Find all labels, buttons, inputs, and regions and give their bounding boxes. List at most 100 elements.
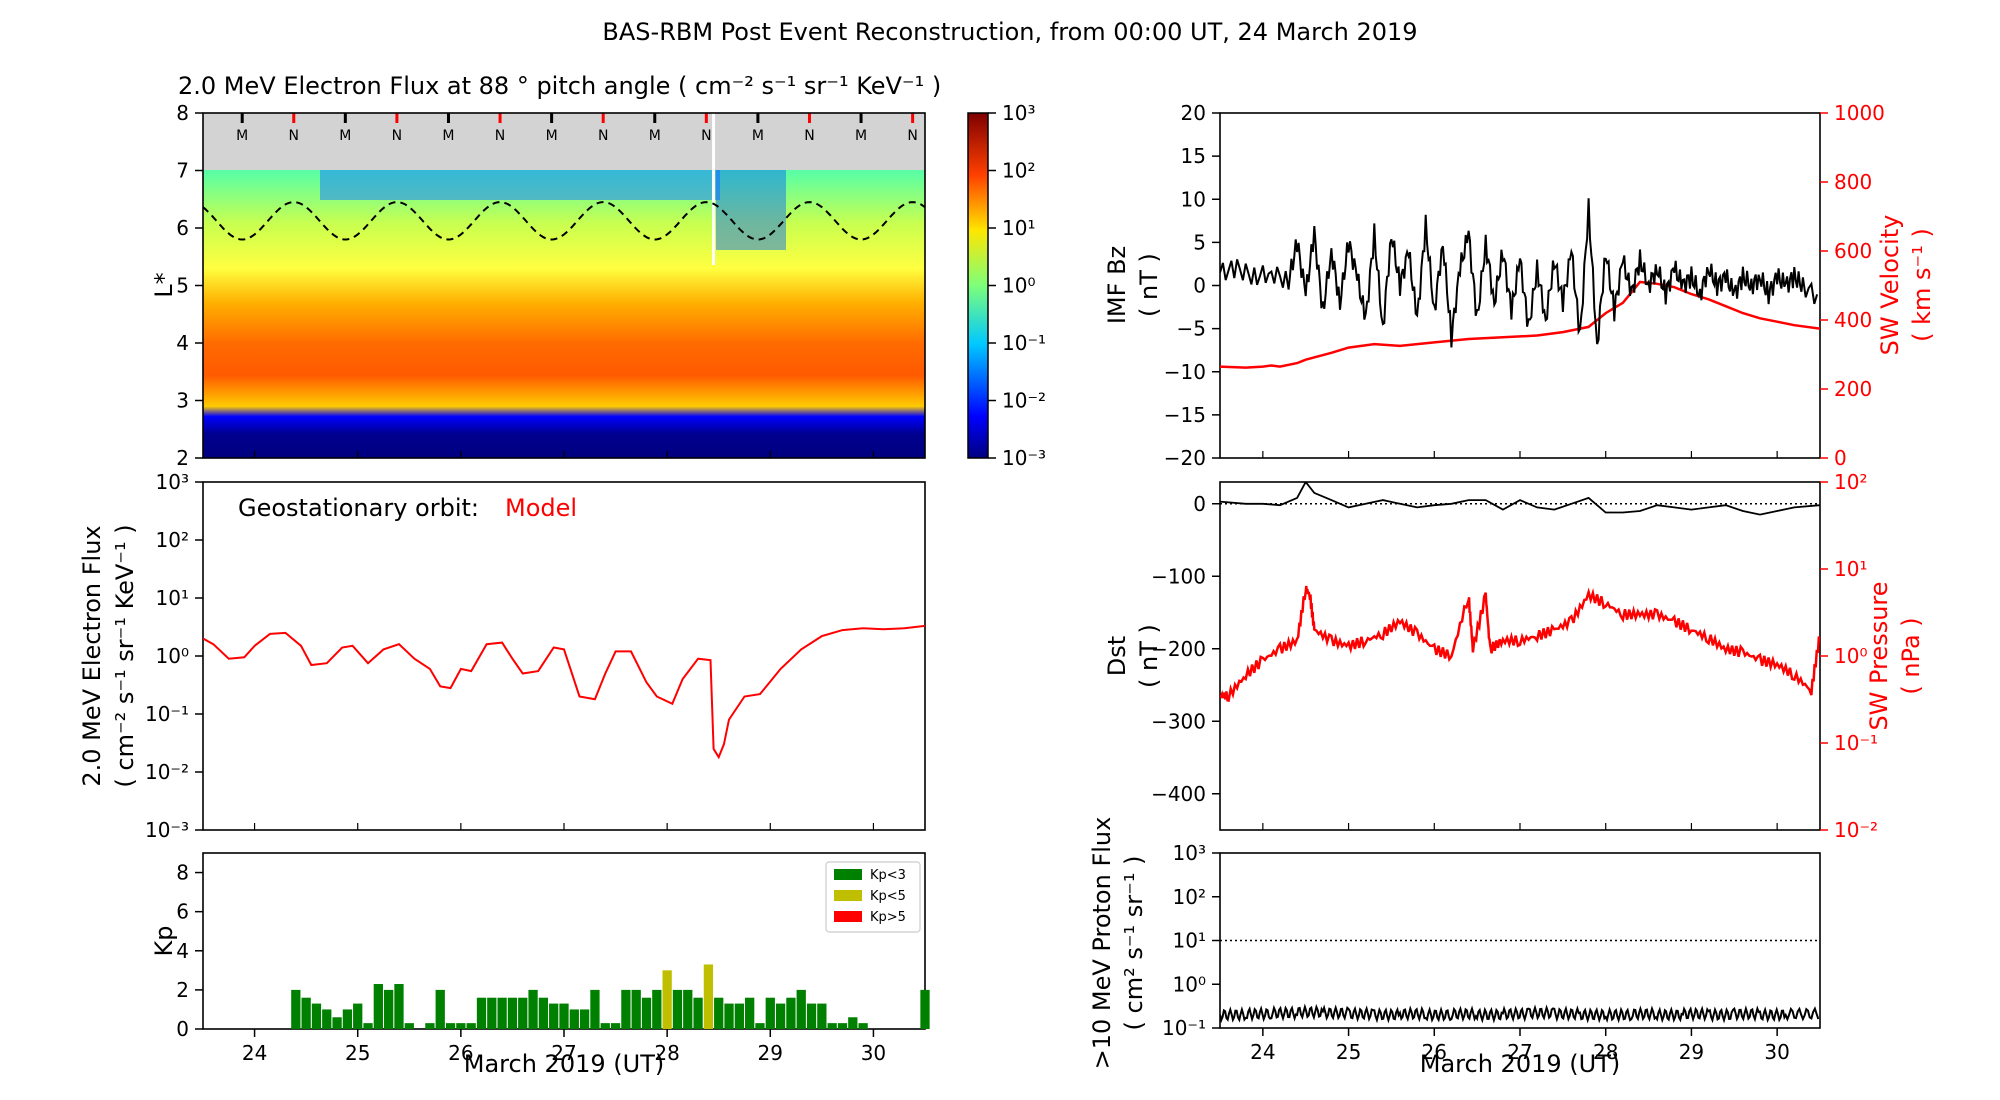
right-xtick-label: 24 (1250, 1040, 1275, 1064)
orbit-marker-label: N (804, 128, 814, 144)
kp-legend-label-gt5: Kp>5 (870, 910, 906, 925)
orbit-marker-label: M (546, 128, 558, 144)
kp-bar (848, 1017, 858, 1029)
geo-flux-y-tick-label: 10⁻¹ (145, 702, 189, 726)
kp-bar (311, 1003, 322, 1029)
spectrogram-y-tick-label: 5 (176, 274, 189, 298)
kp-bar (384, 989, 394, 1029)
kp-bar (827, 1023, 837, 1029)
dst-frame (1219, 481, 1821, 831)
sw-velocity-y-tick-label: 800 (1834, 170, 1872, 194)
kp-y-tick-label: 0 (176, 1017, 189, 1041)
left-xtick-label: 26 (448, 1041, 473, 1065)
kp-bar (291, 989, 301, 1029)
kp-bar (404, 1023, 414, 1029)
imf-y-tick-label: −10 (1164, 360, 1206, 384)
right-xtick-label: 30 (1764, 1040, 1789, 1064)
left-xtick-label: 25 (345, 1041, 370, 1065)
dst-line (1220, 482, 1820, 516)
imf-y-tick-label: −15 (1164, 403, 1206, 427)
proton-y-tick-label: 10⁻¹ (1162, 1016, 1206, 1040)
geo-flux-panel: 10⁻³ 10⁻² 10⁻¹ 10⁰ 10¹ 10² 10³ Geostationary o… (78, 470, 926, 842)
colorbar-tick-label: 10⁻² (1002, 389, 1046, 413)
proton-y-tick-label: 10² (1173, 885, 1206, 909)
proton-flux-line (1220, 1003, 1820, 1024)
kp-bar (373, 984, 383, 1029)
kp-bar (641, 997, 652, 1029)
orbit-marker-label: N (598, 128, 608, 144)
kp-bar (806, 1003, 817, 1029)
geo-flux-annotation: Geostationary orbit: (238, 494, 479, 522)
kp-y-tick-label: 6 (176, 900, 189, 924)
proton-ylabel-line1: >10 MeV Proton Flux (1088, 817, 1116, 1070)
kp-bar (332, 1017, 342, 1029)
imf-y-tick-label: 20 (1181, 101, 1206, 125)
kp-bar (858, 1023, 868, 1029)
geo-flux-y-tick-label: 10⁻² (145, 760, 189, 784)
colorbar (967, 112, 989, 459)
sw-pressure-line (1220, 585, 1820, 702)
kp-bar (435, 989, 445, 1029)
geo-flux-y-tick-label: 10² (156, 528, 189, 552)
kp-bar (549, 1003, 559, 1029)
kp-bar (569, 1009, 579, 1029)
sw-velocity-line (1220, 280, 1820, 369)
orbit-marker-label: M (339, 128, 351, 144)
sw-velocity-y-tick-label: 200 (1834, 377, 1872, 401)
orbit-marker-label: N (701, 128, 711, 144)
sw-velocity-y-tick-label: 600 (1834, 239, 1872, 263)
kp-bar (301, 997, 311, 1029)
kp-bar (456, 1023, 466, 1029)
colorbar-tick-label: 10⁰ (1002, 274, 1035, 298)
kp-bar (683, 989, 693, 1029)
left-xtick-label: 30 (861, 1041, 886, 1065)
spectrogram-panel: 2.0 MeV Electron Flux at 88 ° pitch angl… (150, 72, 1046, 470)
right-xtick-label: 26 (1422, 1040, 1447, 1064)
orbit-marker-label: M (855, 128, 867, 144)
kp-bar (518, 997, 528, 1029)
proton-y-tick-label: 10¹ (1173, 929, 1206, 953)
imf-y-tick-label: 5 (1193, 230, 1206, 254)
proton-panel: 10⁻¹ 10⁰ 10¹ 10² 10³ >10 MeV Proton Flux ( c… (1088, 817, 1821, 1070)
kp-frame (202, 852, 926, 1030)
orbit-marker-label: N (289, 128, 299, 144)
kp-bar (755, 1023, 765, 1029)
spectrogram-depletion-region (320, 170, 720, 200)
dst-y-tick-label: 0 (1193, 492, 1206, 516)
kp-bar (600, 1023, 610, 1029)
sw-pressure-y-tick-label: 10⁰ (1834, 644, 1867, 668)
geo-flux-y-tick-label: 10¹ (156, 586, 189, 610)
orbit-marker-label: N (495, 128, 505, 144)
sw-velocity-y-tick-label: 1000 (1834, 101, 1885, 125)
kp-y-tick-label: 4 (176, 939, 189, 963)
kp-bar (466, 1023, 476, 1029)
kp-bar (476, 997, 487, 1029)
kp-legend-swatch-gt5 (834, 911, 862, 922)
kp-bar (342, 1009, 353, 1029)
spectrogram-outer-region (203, 113, 925, 170)
sw-pressure-ylabel-line1: SW Pressure (1865, 581, 1893, 730)
kp-bar (786, 997, 796, 1029)
kp-y-tick-label: 8 (176, 861, 189, 885)
kp-bar (538, 997, 549, 1029)
right-xaxis-label: March 2019 (UT) (1420, 1050, 1620, 1078)
kp-bar (621, 989, 631, 1029)
kp-bar (610, 1023, 621, 1029)
kp-bar (724, 1003, 734, 1029)
kp-bar (353, 1003, 363, 1029)
left-xtick-label: 27 (551, 1041, 576, 1065)
orbit-marker-label: M (649, 128, 661, 144)
kp-bar (652, 989, 662, 1029)
kp-bar (765, 997, 775, 1029)
kp-ylabel: Kp (150, 926, 178, 957)
colorbar-tick-label: 10² (1002, 159, 1035, 183)
kp-bar (497, 997, 507, 1029)
kp-bar (590, 989, 600, 1029)
dst-ylabel-line2: ( nT ) (1135, 624, 1163, 688)
kp-legend-label-lt5: Kp<5 (870, 889, 906, 904)
kp-y-tick-label: 2 (176, 978, 189, 1002)
imf-y-tick-label: 15 (1181, 144, 1206, 168)
kp-panel: 0 2 4 6 8 Kp Kp<3 Kp<5 Kp>5 (150, 852, 930, 1041)
kp-bar (662, 970, 672, 1029)
